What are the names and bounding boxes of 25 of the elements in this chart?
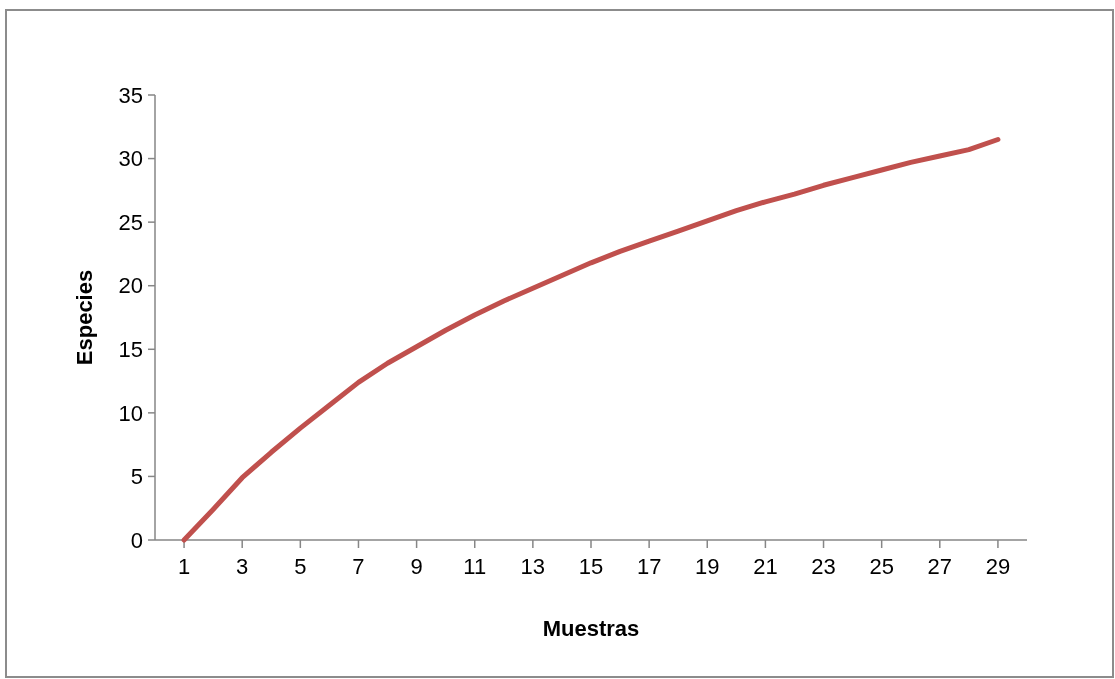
x-tick-label: 11 [463,554,487,579]
x-tick-label: 3 [236,554,249,579]
y-tick-label: 25 [118,209,143,235]
x-tick-label: 23 [811,554,836,579]
y-tick-label: 35 [118,82,143,108]
y-tick-label: 30 [118,146,143,172]
x-tick-label: 29 [985,554,1011,579]
x-tick-label: 15 [578,554,604,579]
y-axis-title: Especies [72,269,97,366]
x-axis-title: Muestras [542,616,640,641]
y-tick-label: 10 [118,400,143,426]
x-tick-label: 21 [753,554,778,579]
x-tick-label: 17 [636,554,662,579]
x-tick-label: 25 [869,554,894,579]
x-tick-label: 7 [352,554,365,579]
x-tick-label: 5 [294,554,307,579]
x-tick-label: 27 [927,554,953,579]
x-tick-label: 19 [695,554,720,579]
y-tick-label: 15 [118,336,143,362]
x-tick-label: 1 [177,554,191,579]
y-tick-label: 5 [130,464,143,490]
y-tick-label: 20 [118,273,143,299]
x-tick-label: 9 [410,554,423,579]
y-tick-label: 0 [130,527,143,553]
x-tick-label: 13 [520,554,546,579]
